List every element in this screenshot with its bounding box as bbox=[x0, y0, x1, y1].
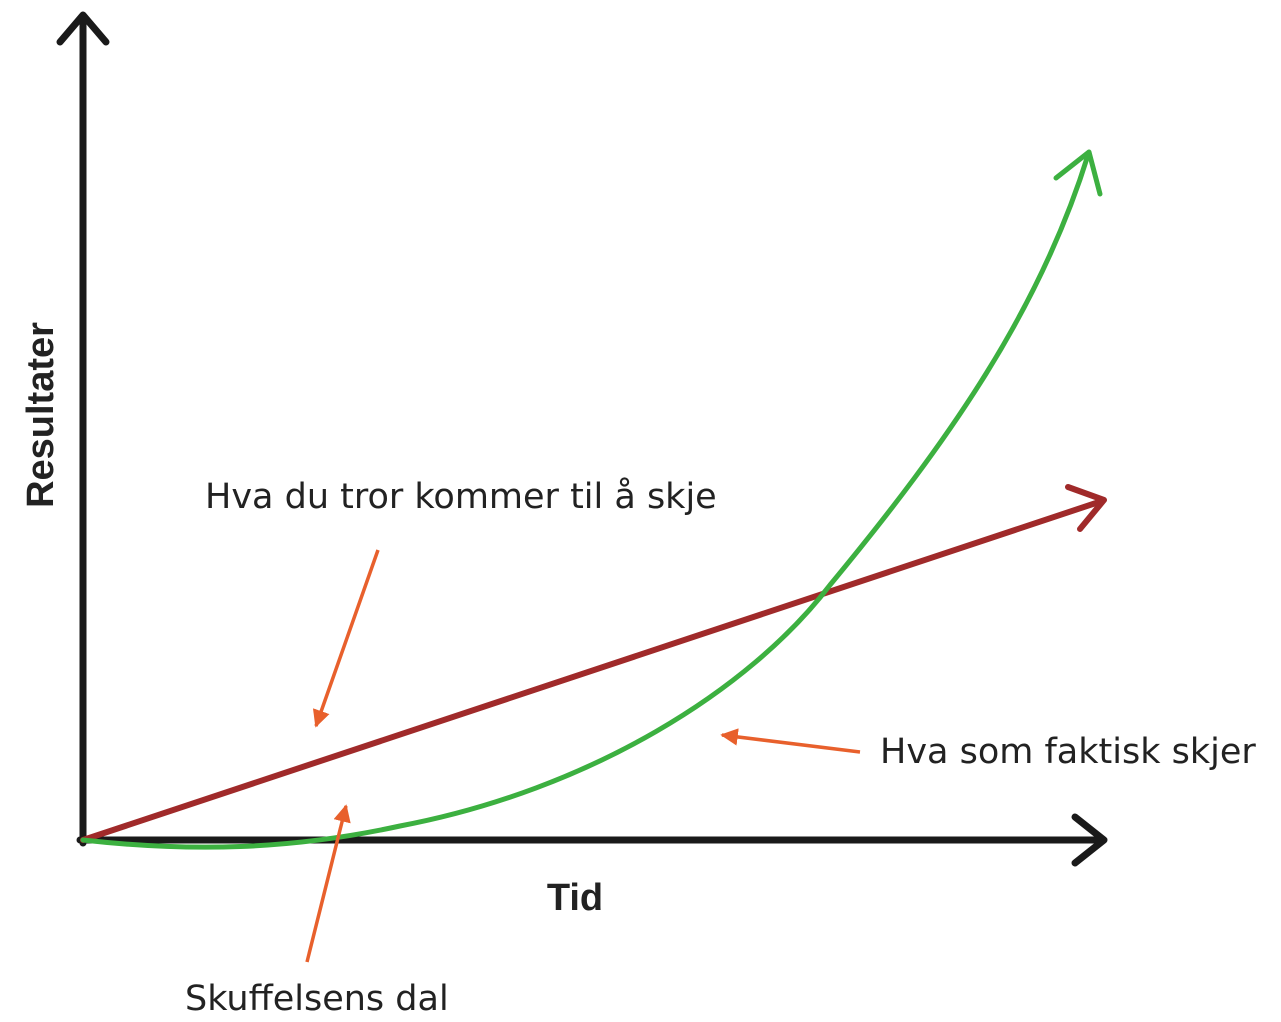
annotation: Hva som faktisk skjer bbox=[880, 732, 1256, 772]
pointer-expected bbox=[312, 549, 380, 728]
pointer-actual bbox=[720, 728, 861, 754]
axes bbox=[56, 11, 1108, 867]
annotation: Skuffelsens dal bbox=[185, 979, 449, 1019]
annotation: Hva du tror kommer til å skje bbox=[205, 476, 717, 517]
pointer-valley bbox=[305, 804, 351, 963]
y-axis-arrow bbox=[56, 11, 110, 46]
actual-curve bbox=[80, 149, 1103, 850]
expected-line bbox=[80, 484, 1107, 843]
x-axis-arrow bbox=[1071, 813, 1108, 867]
x-axis-label: Tid bbox=[547, 877, 603, 919]
y-axis-label: Resultater bbox=[20, 322, 62, 508]
pointers bbox=[305, 549, 861, 963]
